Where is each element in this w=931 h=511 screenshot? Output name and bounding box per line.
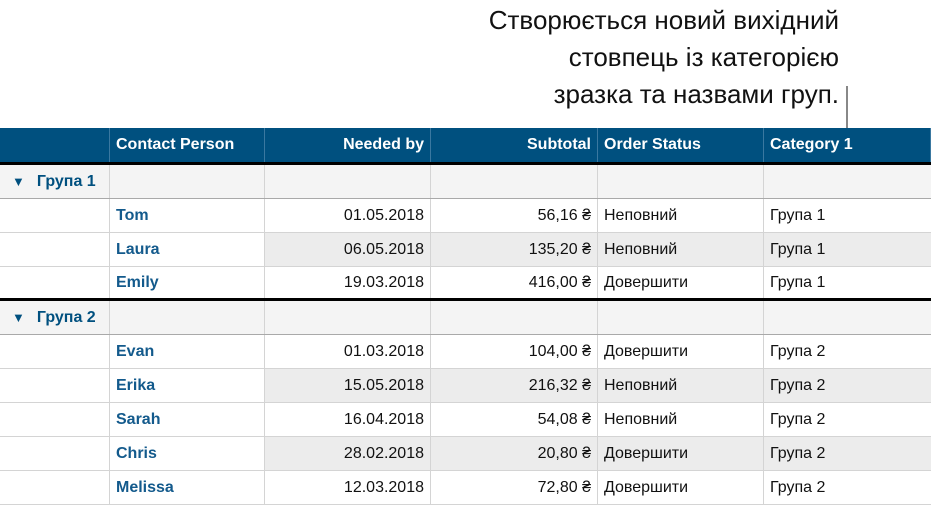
contact-person-cell[interactable]: Emily xyxy=(110,267,265,298)
category-cell[interactable]: Група 1 xyxy=(770,273,826,291)
table-row: Tom 01.05.2018 56,16 ₴ Неповний Група 1 xyxy=(0,199,931,233)
group-cell[interactable] xyxy=(265,301,431,334)
column-header[interactable]: Needed by xyxy=(265,128,431,162)
order-status-cell[interactable]: Довершити xyxy=(598,471,764,504)
order-status-cell[interactable]: Довершити xyxy=(598,267,764,298)
subtotal-cell[interactable]: 216,32 ₴ xyxy=(431,369,598,402)
contact-person-cell[interactable]: Laura xyxy=(110,233,265,266)
order-status-cell[interactable]: Довершити xyxy=(598,437,764,470)
table-row: Evan 01.03.2018 104,00 ₴ Довершити Група 2 xyxy=(0,335,931,369)
column-header[interactable]: Category 1 xyxy=(764,128,931,162)
category-cell[interactable]: Група 2 xyxy=(770,478,826,496)
needed-by-cell[interactable]: 12.03.2018 xyxy=(265,471,431,504)
subtotal-cell[interactable]: 135,20 ₴ xyxy=(431,233,598,266)
column-header[interactable] xyxy=(0,128,110,162)
contact-person-cell[interactable]: Chris xyxy=(110,437,265,470)
subtotal-cell[interactable]: 416,00 ₴ xyxy=(431,267,598,298)
group-label: Група 1 xyxy=(36,172,96,190)
group-cell[interactable] xyxy=(110,165,265,198)
order-status-cell[interactable]: Довершити xyxy=(598,335,764,368)
group-cell[interactable] xyxy=(431,301,598,334)
table-row: Sarah 16.04.2018 54,08 ₴ Неповний Група 2 xyxy=(0,403,931,437)
needed-by-cell[interactable]: 15.05.2018 xyxy=(265,369,431,402)
contact-person-cell[interactable]: Erika xyxy=(110,369,265,402)
contact-person-cell[interactable]: Tom xyxy=(110,199,265,232)
group-cell[interactable] xyxy=(265,165,431,198)
row-handle-cell[interactable] xyxy=(0,233,110,266)
orders-table: Contact Person Needed by Subtotal Order Sta… xyxy=(0,128,931,505)
group-toggle[interactable]: ▼ Група 2 xyxy=(0,301,110,334)
row-handle-cell[interactable] xyxy=(0,437,110,470)
category-cell[interactable]: Група 2 xyxy=(764,369,931,402)
group-cell[interactable] xyxy=(598,301,764,334)
subtotal-cell[interactable]: 72,80 ₴ xyxy=(431,471,598,504)
column-header[interactable]: Contact Person xyxy=(110,128,265,162)
category-cell[interactable]: Група 2 xyxy=(770,410,826,428)
callout-pointer xyxy=(846,86,848,128)
subtotal-cell[interactable]: 56,16 ₴ xyxy=(431,199,598,232)
contact-person-cell[interactable]: Evan xyxy=(110,335,265,368)
contact-person-cell[interactable]: Sarah xyxy=(110,403,265,436)
group-cell[interactable] xyxy=(110,301,265,334)
row-handle-cell[interactable] xyxy=(0,267,110,298)
needed-by-cell[interactable]: 01.03.2018 xyxy=(265,335,431,368)
group-toggle[interactable]: ▼ Група 1 xyxy=(0,165,110,198)
table-row: Emily 19.03.2018 416,00 ₴ Довершити Група 1 xyxy=(0,267,931,301)
category-cell[interactable]: Група 2 xyxy=(770,342,826,360)
group-cell[interactable] xyxy=(598,165,764,198)
subtotal-cell[interactable]: 104,00 ₴ xyxy=(431,335,598,368)
row-handle-cell[interactable] xyxy=(0,199,110,232)
group-row[interactable]: ▼ Група 1 xyxy=(0,165,931,199)
row-handle-cell[interactable] xyxy=(0,471,110,504)
group-cell[interactable] xyxy=(431,165,598,198)
callout-line-2: стовпець із категорією xyxy=(568,42,839,72)
needed-by-cell[interactable]: 28.02.2018 xyxy=(265,437,431,470)
category-cell[interactable]: Група 1 xyxy=(770,206,826,224)
needed-by-cell[interactable]: 19.03.2018 xyxy=(265,267,431,298)
column-header[interactable]: Subtotal xyxy=(431,128,598,162)
column-header[interactable]: Order Status xyxy=(598,128,764,162)
subtotal-cell[interactable]: 54,08 ₴ xyxy=(431,403,598,436)
order-status-cell[interactable]: Неповний xyxy=(598,233,764,266)
needed-by-cell[interactable]: 16.04.2018 xyxy=(265,403,431,436)
row-handle-cell[interactable] xyxy=(0,369,110,402)
table-row: Laura 06.05.2018 135,20 ₴ Неповний Група 1 xyxy=(0,233,931,267)
group-cell[interactable] xyxy=(764,301,931,334)
header-row: Contact Person Needed by Subtotal Order Sta… xyxy=(0,128,931,165)
order-status-cell[interactable]: Неповний xyxy=(598,369,764,402)
callout-line-1: Створюється новий вихідний xyxy=(488,5,839,35)
category-cell[interactable]: Група 1 xyxy=(764,233,931,266)
row-handle-cell[interactable] xyxy=(0,335,110,368)
disclosure-triangle-icon[interactable]: ▼ xyxy=(12,174,25,189)
group-label: Група 2 xyxy=(36,308,96,326)
needed-by-cell[interactable]: 06.05.2018 xyxy=(265,233,431,266)
table-row: Melissa 12.03.2018 72,80 ₴ Довершити Група 2 xyxy=(0,471,931,505)
callout-text: Створюється новий вихідний стовпець із к… xyxy=(489,2,839,113)
table-row: Erika 15.05.2018 216,32 ₴ Неповний Група 2 xyxy=(0,369,931,403)
needed-by-cell[interactable]: 01.05.2018 xyxy=(265,199,431,232)
order-status-cell[interactable]: Неповний xyxy=(598,199,764,232)
contact-person-cell[interactable]: Melissa xyxy=(110,471,265,504)
disclosure-triangle-icon[interactable]: ▼ xyxy=(12,310,25,325)
table-row: Chris 28.02.2018 20,80 ₴ Довершити Група 2 xyxy=(0,437,931,471)
row-handle-cell[interactable] xyxy=(0,403,110,436)
category-cell[interactable]: Група 2 xyxy=(764,437,931,470)
order-status-cell[interactable]: Неповний xyxy=(598,403,764,436)
group-row[interactable]: ▼ Група 2 xyxy=(0,301,931,335)
subtotal-cell[interactable]: 20,80 ₴ xyxy=(431,437,598,470)
group-cell[interactable] xyxy=(764,165,931,198)
callout-line-3: зразка та назвами груп. xyxy=(553,79,839,109)
